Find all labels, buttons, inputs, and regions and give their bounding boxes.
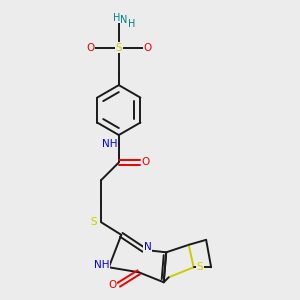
Text: NH: NH (102, 139, 118, 149)
Text: N: N (120, 15, 127, 25)
Text: H: H (112, 13, 120, 23)
Text: S: S (116, 43, 122, 53)
Text: S: S (196, 262, 203, 272)
Text: O: O (108, 280, 117, 290)
Text: H: H (128, 19, 135, 29)
Text: O: O (143, 43, 152, 53)
Text: NH: NH (94, 260, 109, 270)
Text: O: O (86, 43, 94, 53)
Text: O: O (141, 158, 150, 167)
Text: N: N (144, 242, 152, 252)
Text: S: S (91, 218, 97, 227)
